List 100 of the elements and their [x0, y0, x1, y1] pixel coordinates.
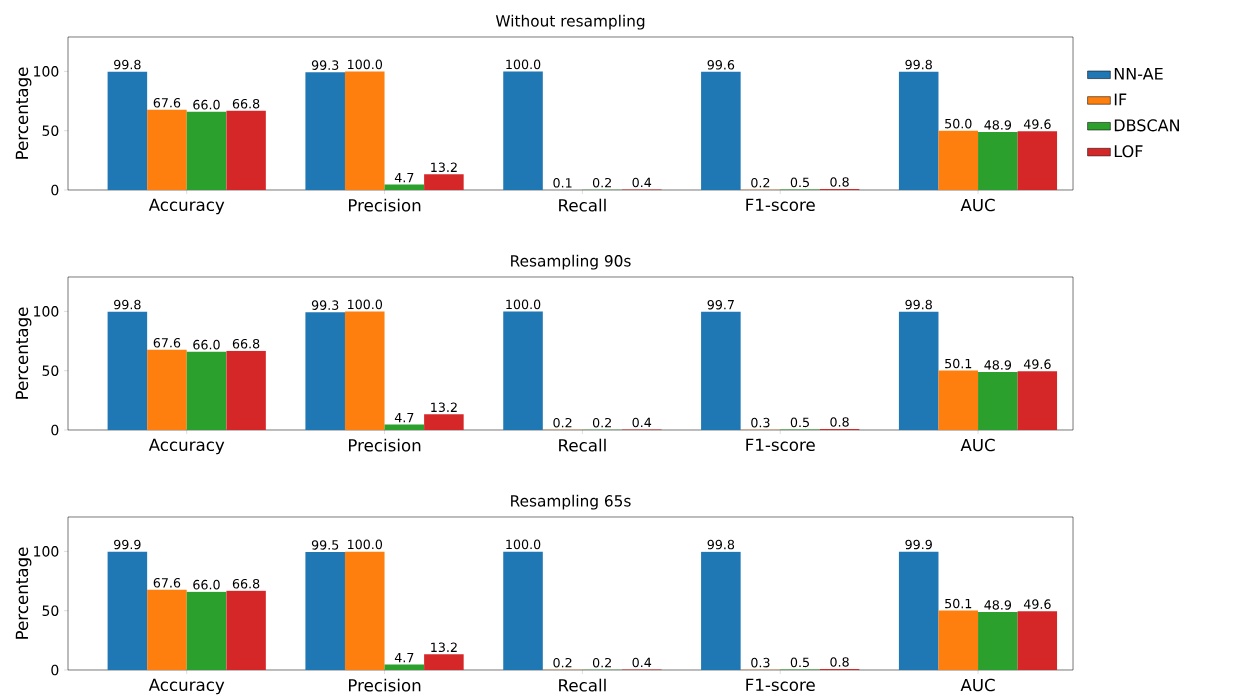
- data-label: 0.2: [553, 417, 572, 428]
- y-tick-label: 100: [34, 66, 59, 77]
- x-tick-label: F1-score: [746, 198, 815, 212]
- data-label: 67.6: [153, 577, 181, 588]
- data-label: 99.8: [114, 299, 141, 310]
- y-axis-title: Percentage: [15, 307, 32, 399]
- y-axis-title: Percentage: [15, 547, 32, 639]
- y-tick-label: 50: [42, 125, 59, 136]
- bar: [424, 174, 464, 190]
- bar: [1017, 131, 1058, 190]
- bar: [344, 551, 385, 670]
- bar: [978, 612, 1018, 670]
- bar: [424, 654, 464, 670]
- x-tick-label: AUC: [960, 438, 995, 452]
- bar: [898, 311, 939, 430]
- x-tick-label: AUC: [960, 678, 995, 692]
- data-label: 48.9: [984, 360, 1012, 370]
- bar: [186, 591, 227, 670]
- bar: [898, 71, 939, 190]
- data-label: 50.1: [945, 598, 972, 609]
- bar: [107, 311, 148, 430]
- bar: [226, 110, 266, 190]
- bar: [226, 590, 266, 670]
- x-tick-label: Accuracy: [148, 198, 225, 215]
- x-tick-label: Accuracy: [148, 678, 225, 695]
- data-label: 0.2: [592, 657, 611, 668]
- bar: [938, 130, 979, 190]
- data-label: 66.0: [193, 99, 220, 110]
- bar: [384, 424, 425, 430]
- bar: [107, 551, 148, 670]
- bar: [384, 184, 425, 190]
- bar: [503, 71, 543, 190]
- legend-label: DBSCAN: [1114, 119, 1179, 132]
- legend-label: IF: [1114, 93, 1127, 106]
- x-tick-label: F1-score: [746, 678, 815, 692]
- data-label: 99.8: [707, 539, 735, 550]
- data-label: 0.8: [830, 177, 849, 187]
- data-label: 0.8: [830, 417, 849, 427]
- bar: [1017, 371, 1058, 430]
- x-tick-label: F1-score: [746, 438, 815, 452]
- bar: [186, 111, 227, 190]
- data-label: 0.4: [632, 657, 652, 668]
- data-label: 100.0: [506, 299, 541, 310]
- bar: [701, 71, 741, 190]
- data-label: 0.2: [751, 177, 770, 188]
- x-tick-label: Precision: [348, 198, 421, 212]
- data-label: 0.3: [751, 417, 770, 428]
- data-label: 50.0: [945, 118, 972, 129]
- data-label: 99.6: [707, 60, 735, 70]
- data-label: 4.7: [394, 172, 414, 183]
- bar: [147, 589, 187, 670]
- bar: [503, 311, 543, 430]
- bar: [938, 610, 979, 670]
- bar: [344, 71, 385, 190]
- data-label: 100.0: [506, 539, 541, 550]
- data-label: 0.3: [751, 657, 770, 668]
- data-label: 66.0: [193, 339, 220, 350]
- data-label: 99.3: [311, 60, 339, 70]
- data-label: 0.2: [592, 177, 611, 188]
- x-tick-label: AUC: [960, 198, 995, 212]
- y-tick-label: 0: [51, 184, 59, 196]
- data-label: 99.9: [905, 539, 932, 550]
- x-tick-label: Recall: [559, 678, 606, 692]
- data-label: 49.6: [1023, 359, 1051, 369]
- bar: [978, 372, 1018, 430]
- data-label: 100.0: [506, 59, 541, 70]
- bar: [186, 351, 227, 430]
- chart-title: Resampling 90s: [511, 254, 631, 270]
- bar: [344, 311, 385, 430]
- bar: [305, 551, 345, 670]
- data-label: 0.5: [790, 657, 809, 668]
- data-label: 49.6: [1023, 599, 1051, 609]
- data-label: 4.7: [394, 652, 414, 663]
- x-tick-label: Precision: [348, 438, 421, 452]
- bar: [503, 551, 543, 670]
- data-label: 4.7: [394, 412, 414, 423]
- bar: [938, 370, 979, 430]
- y-tick-label: 0: [51, 424, 59, 436]
- data-label: 0.8: [830, 657, 849, 667]
- data-label: 99.7: [707, 299, 734, 310]
- data-label: 0.5: [790, 417, 809, 428]
- bar: [305, 312, 345, 430]
- data-label: 66.8: [232, 338, 260, 349]
- data-label: 13.2: [431, 162, 457, 173]
- bar: [701, 311, 741, 430]
- y-tick-label: 50: [42, 605, 59, 616]
- y-tick-label: 100: [34, 306, 59, 317]
- data-label: 100.0: [348, 59, 383, 70]
- bar: [305, 72, 345, 190]
- x-tick-label: Precision: [348, 678, 421, 692]
- data-label: 48.9: [984, 120, 1012, 130]
- legend-label: NN-AE: [1114, 67, 1163, 80]
- data-label: 0.5: [790, 177, 809, 188]
- data-label: 0.2: [553, 657, 572, 668]
- bar: [701, 551, 741, 670]
- x-tick-label: Recall: [559, 438, 606, 452]
- bar: [147, 349, 187, 430]
- data-label: 0.4: [632, 417, 652, 428]
- bar: [424, 414, 464, 430]
- data-label: 99.8: [905, 299, 932, 310]
